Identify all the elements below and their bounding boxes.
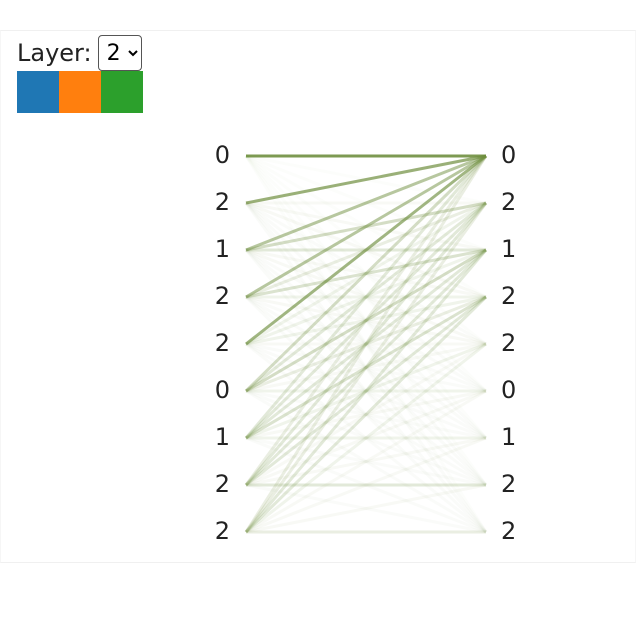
attention-line: [245, 248, 487, 346]
left-token: 1: [215, 235, 230, 263]
attention-line: [244, 155, 488, 486]
attention-line: [245, 201, 487, 346]
left-token: 0: [215, 141, 230, 169]
attention-line: [245, 295, 487, 440]
right-token: 2: [501, 517, 516, 545]
attention-line: [245, 201, 487, 393]
layer-label: Layer:: [17, 39, 92, 67]
attention-line: [245, 248, 487, 393]
attention-line: [245, 248, 487, 299]
attention-line: [245, 389, 487, 487]
attention-line: [245, 295, 487, 487]
attention-line: [244, 155, 488, 439]
right-token: 0: [501, 141, 516, 169]
right-token: 2: [501, 188, 516, 216]
left-token: 2: [215, 329, 230, 357]
right-token: 2: [501, 329, 516, 357]
attention-line: [245, 342, 487, 487]
left-token: 2: [215, 282, 230, 310]
head-swatch[interactable]: [101, 71, 143, 113]
attention-line: [244, 155, 488, 533]
attention-line: [245, 248, 487, 299]
attention-line: [244, 249, 488, 533]
right-token: 2: [501, 470, 516, 498]
attention-line: [244, 248, 488, 487]
attention-line: [245, 154, 487, 205]
right-token: 0: [501, 376, 516, 404]
attention-line: [245, 342, 487, 534]
head-swatch[interactable]: [17, 71, 59, 113]
left-token: 2: [215, 188, 230, 216]
attention-line: [245, 295, 487, 346]
attention-line: [245, 295, 487, 346]
panel: [0, 30, 636, 563]
right-token: 1: [501, 235, 516, 263]
right-token: 1: [501, 423, 516, 451]
attention-line: [245, 154, 487, 252]
left-token: 2: [215, 470, 230, 498]
attention-line: [245, 436, 487, 534]
attention-line: [245, 154, 487, 346]
attention-line: [245, 154, 487, 299]
attention-line: [245, 483, 487, 534]
left-token: 2: [215, 517, 230, 545]
right-token: 2: [501, 282, 516, 310]
attention-line: [244, 202, 488, 533]
attention-line: [245, 248, 487, 440]
left-token: 0: [215, 376, 230, 404]
attention-line: [245, 389, 487, 534]
left-token: 1: [215, 423, 230, 451]
layer-select[interactable]: 2: [97, 35, 142, 71]
head-swatches: [17, 71, 143, 113]
attention-line: [245, 248, 487, 346]
layer-control: Layer: 2: [17, 35, 142, 71]
attention-line: [244, 295, 488, 534]
attention-line: [244, 202, 488, 486]
attention-line: [245, 436, 487, 487]
attention-line: [245, 342, 487, 393]
head-swatch[interactable]: [59, 71, 101, 113]
attention-line: [244, 154, 488, 393]
attention-line: [244, 201, 488, 440]
attention-line: [245, 295, 487, 393]
attention-line: [245, 389, 487, 440]
attention-line: [245, 342, 487, 440]
